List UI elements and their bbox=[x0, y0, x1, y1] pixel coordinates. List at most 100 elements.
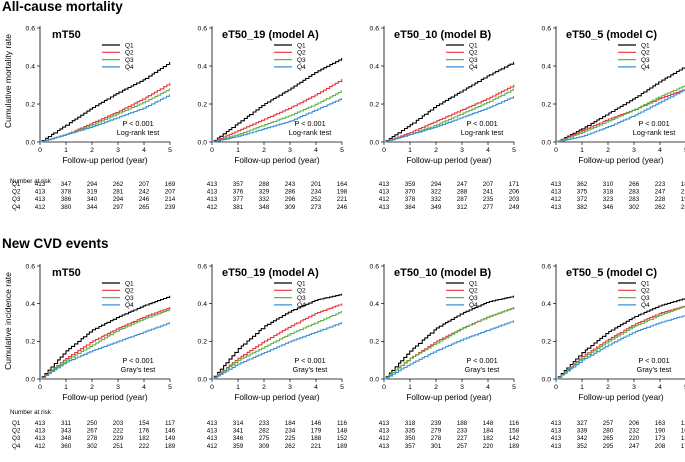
risk-value: 375 bbox=[577, 189, 588, 196]
risk-value: 412 bbox=[35, 204, 46, 211]
risk-value: 280 bbox=[603, 428, 614, 435]
legend-label-q4: Q4 bbox=[297, 64, 306, 71]
risk-value: 247 bbox=[629, 443, 640, 450]
x-tick-label: 1 bbox=[580, 147, 584, 154]
risk-value: 288 bbox=[259, 181, 270, 188]
risk-value: 267 bbox=[87, 428, 98, 435]
x-tick-label: 0 bbox=[38, 384, 42, 391]
risk-value: 246 bbox=[337, 204, 348, 211]
y-tick-label: 0.6 bbox=[26, 25, 36, 32]
curve-q3 bbox=[384, 307, 514, 380]
risk-value: 221 bbox=[311, 443, 322, 450]
x-tick-label: 5 bbox=[168, 384, 172, 391]
risk-value: 198 bbox=[681, 196, 685, 203]
legend-label-q2: Q2 bbox=[125, 288, 134, 295]
risk-value: 322 bbox=[431, 189, 442, 196]
x-tick-label: 2 bbox=[606, 147, 610, 154]
legend-label-q2: Q2 bbox=[641, 288, 650, 295]
risk-value: 386 bbox=[61, 196, 72, 203]
risk-value: 301 bbox=[431, 443, 442, 450]
risk-value: 302 bbox=[87, 443, 98, 450]
panel-title: eT50_5 (model C) bbox=[566, 267, 657, 279]
legend-label-q1: Q1 bbox=[469, 42, 478, 49]
x-tick-label: 3 bbox=[632, 384, 636, 391]
risk-value: 339 bbox=[577, 428, 588, 435]
risk-value: 413 bbox=[379, 204, 390, 211]
legend-label-q4: Q4 bbox=[641, 64, 650, 71]
x-tick-label: 5 bbox=[340, 384, 344, 391]
x-axis-title: Follow-up period (year) bbox=[62, 155, 148, 165]
risk-value: 413 bbox=[207, 435, 218, 442]
risk-value: 221 bbox=[337, 196, 348, 203]
legend-label-q4: Q4 bbox=[469, 302, 478, 309]
panel-3: 0.0 0.2 0.4 0.6 0 1 2 3 4 5 Follow-up period (year… bbox=[370, 25, 520, 210]
risk-value: 227 bbox=[457, 435, 468, 442]
risk-value: 282 bbox=[259, 428, 270, 435]
risk-value: 223 bbox=[655, 181, 666, 188]
y-tick-label: 0.2 bbox=[370, 101, 380, 108]
legend-label-q3: Q3 bbox=[469, 57, 478, 64]
risk-value: 266 bbox=[629, 181, 640, 188]
risk-value: 311 bbox=[61, 420, 72, 427]
risk-value: 116 bbox=[509, 420, 520, 427]
curve-q4 bbox=[40, 94, 170, 143]
x-tick-label: 1 bbox=[408, 147, 412, 154]
risk-value: 294 bbox=[87, 181, 98, 188]
panel-7: 0.0 0.2 0.4 0.6 0 1 2 3 4 5 Follow-up period (year… bbox=[370, 263, 520, 449]
curve-q4 bbox=[384, 320, 514, 380]
risk-value: 376 bbox=[233, 189, 244, 196]
risk-value: 343 bbox=[61, 428, 72, 435]
risk-value: 309 bbox=[259, 443, 270, 450]
curve-q4 bbox=[40, 322, 170, 380]
x-tick-label: 3 bbox=[116, 384, 120, 391]
risk-value: 335 bbox=[405, 428, 416, 435]
risk-value: 233 bbox=[457, 428, 468, 435]
risk-value: 257 bbox=[603, 420, 614, 427]
risk-value: 413 bbox=[35, 420, 46, 427]
risk-value: 188 bbox=[457, 420, 468, 427]
risk-value: 176 bbox=[139, 428, 150, 435]
panel-title: eT50_10 (model B) bbox=[394, 29, 492, 41]
curve-q4 bbox=[556, 314, 685, 380]
x-tick-label: 3 bbox=[288, 147, 292, 154]
risk-value: 158 bbox=[509, 428, 520, 435]
risk-value: 214 bbox=[165, 196, 176, 203]
risk-value: 163 bbox=[655, 420, 666, 427]
curve-q4 bbox=[384, 96, 514, 143]
risk-value: 250 bbox=[87, 420, 98, 427]
y-tick-label: 0.6 bbox=[542, 263, 552, 270]
x-tick-label: 3 bbox=[460, 147, 464, 154]
risk-value: 372 bbox=[577, 196, 588, 203]
risk-row-label: Q3 bbox=[12, 435, 21, 442]
risk-value: 413 bbox=[207, 428, 218, 435]
x-tick-label: 4 bbox=[658, 384, 662, 391]
risk-value: 149 bbox=[165, 435, 176, 442]
risk-row-label: Q1 bbox=[12, 181, 21, 188]
test-label: Log-rank test bbox=[117, 128, 160, 137]
risk-value: 146 bbox=[311, 420, 322, 427]
risk-value: 413 bbox=[551, 189, 562, 196]
y-tick-label: 0.0 bbox=[542, 376, 552, 383]
risk-value: 189 bbox=[337, 443, 348, 450]
risk-value: 332 bbox=[259, 196, 270, 203]
risk-value: 243 bbox=[285, 181, 296, 188]
risk-value: 362 bbox=[577, 181, 588, 188]
risk-value: 251 bbox=[113, 443, 124, 450]
legend-label-q3: Q3 bbox=[297, 57, 306, 64]
x-tick-label: 1 bbox=[408, 384, 412, 391]
risk-value: 173 bbox=[655, 435, 666, 442]
risk-value: 412 bbox=[551, 196, 562, 203]
x-tick-label: 2 bbox=[434, 147, 438, 154]
risk-value: 154 bbox=[139, 420, 150, 427]
risk-row-label: Q4 bbox=[12, 443, 21, 450]
risk-value: 230 bbox=[681, 204, 685, 211]
x-tick-label: 0 bbox=[382, 384, 386, 391]
risk-row-label: Q1 bbox=[12, 420, 21, 427]
risk-value: 413 bbox=[379, 443, 390, 450]
x-axis-title: Follow-up period (year) bbox=[406, 155, 492, 165]
panel-5: 0.0 0.2 0.4 0.6 0 1 2 3 4 5 Follow-up period (year… bbox=[12, 263, 176, 449]
risk-value: 179 bbox=[311, 428, 322, 435]
risk-value: 257 bbox=[457, 443, 468, 450]
